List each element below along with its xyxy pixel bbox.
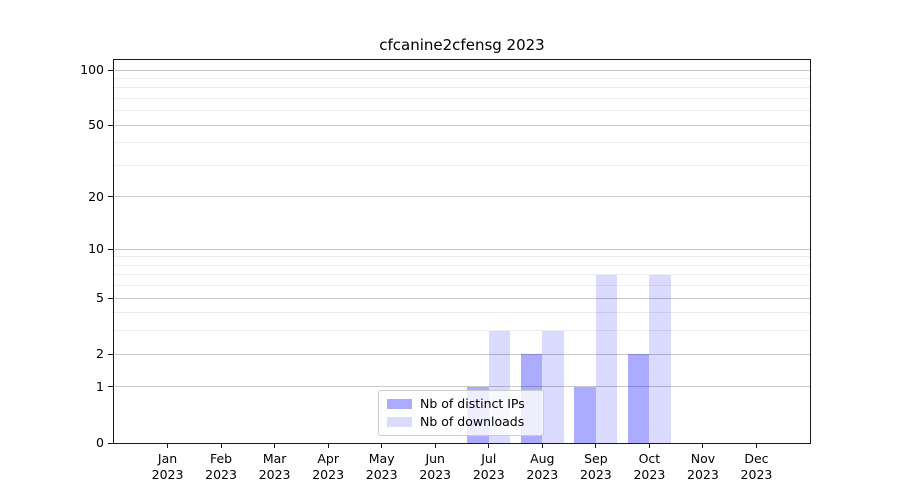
x-tick-may bbox=[381, 443, 383, 448]
chart-title: cfcanine2cfensg 2023 bbox=[379, 36, 545, 54]
gridline-minor-7 bbox=[114, 274, 810, 276]
x-tick-month: Nov bbox=[690, 451, 716, 466]
y-tick-label-10: 10 bbox=[88, 241, 104, 257]
x-tick-sep bbox=[595, 443, 597, 448]
x-tick-year: 2023 bbox=[312, 466, 345, 482]
x-tick-aug bbox=[541, 443, 543, 448]
x-tick-month: Jun bbox=[425, 451, 445, 466]
y-tick-2 bbox=[108, 353, 113, 355]
x-tick-month: Dec bbox=[744, 451, 769, 466]
y-tick-label-20: 20 bbox=[88, 188, 104, 204]
x-tick-month: Jul bbox=[481, 451, 497, 466]
legend-swatch-distinct-ips-icon bbox=[387, 399, 412, 409]
gridline-minor-30 bbox=[114, 164, 810, 166]
y-tick-label-100: 100 bbox=[80, 62, 104, 77]
y-tick-1 bbox=[108, 386, 113, 388]
x-tick-year: 2023 bbox=[740, 466, 773, 482]
gridline-minor-3 bbox=[114, 330, 810, 332]
x-tick-apr bbox=[327, 443, 329, 448]
plot-area: Nb of distinct IPs Nb of downloads bbox=[113, 59, 811, 444]
bar-downloads-aug bbox=[542, 330, 564, 443]
gridline-major-5 bbox=[114, 297, 810, 299]
legend-item-downloads: Nb of downloads bbox=[387, 415, 535, 429]
x-tick-nov bbox=[702, 443, 704, 448]
x-tick-year: 2023 bbox=[258, 466, 291, 482]
legend-item-distinct-ips: Nb of distinct IPs bbox=[387, 397, 535, 411]
x-tick-month: Feb bbox=[209, 451, 233, 466]
bar-distinct-ips-oct bbox=[627, 354, 650, 443]
y-tick-10 bbox=[108, 248, 113, 250]
x-tick-jan bbox=[167, 443, 169, 448]
x-tick-year: 2023 bbox=[472, 466, 505, 482]
x-tick-year: 2023 bbox=[205, 466, 237, 482]
x-tick-year: 2023 bbox=[526, 466, 559, 482]
legend-swatch-downloads-icon bbox=[387, 417, 412, 427]
y-tick-0 bbox=[108, 442, 113, 444]
x-tick-label-sep: Sep 2023 bbox=[564, 451, 628, 482]
x-tick-label-may: May 2023 bbox=[350, 451, 414, 482]
x-tick-label-jul: Jul 2023 bbox=[457, 451, 521, 482]
x-tick-year: 2023 bbox=[633, 466, 666, 482]
y-tick-label-2: 2 bbox=[96, 346, 104, 362]
x-tick-year: 2023 bbox=[365, 466, 398, 482]
gridline-major-2 bbox=[114, 353, 810, 355]
gridline-major-20 bbox=[114, 196, 810, 198]
x-tick-month: Mar bbox=[262, 451, 287, 466]
x-tick-feb bbox=[220, 443, 222, 448]
x-tick-label-feb: Feb 2023 bbox=[189, 451, 253, 482]
gridline-major-50 bbox=[114, 124, 810, 126]
gridline-minor-60 bbox=[114, 110, 810, 112]
y-tick-20 bbox=[108, 196, 113, 198]
gridline-minor-90 bbox=[114, 77, 810, 79]
x-tick-month: Oct bbox=[638, 451, 661, 466]
x-tick-year: 2023 bbox=[419, 466, 452, 482]
y-tick-50 bbox=[108, 124, 113, 126]
y-tick-label-5: 5 bbox=[96, 290, 104, 306]
x-tick-label-jan: Jan 2023 bbox=[136, 451, 200, 482]
gridline-minor-80 bbox=[114, 87, 810, 89]
x-tick-month: Aug bbox=[530, 451, 555, 466]
gridline-minor-6 bbox=[114, 285, 810, 287]
gridline-major-10 bbox=[114, 248, 810, 250]
gridline-major-1 bbox=[114, 386, 810, 388]
legend: Nb of distinct IPs Nb of downloads bbox=[378, 390, 544, 436]
y-tick-5 bbox=[108, 297, 113, 299]
legend-label-distinct-ips: Nb of distinct IPs bbox=[420, 396, 525, 411]
gridline-minor-9 bbox=[114, 256, 810, 258]
gridline-major-100 bbox=[114, 69, 810, 71]
y-tick-100 bbox=[108, 69, 113, 71]
x-tick-label-dec: Dec 2023 bbox=[724, 451, 788, 482]
bar-downloads-sep bbox=[595, 274, 618, 443]
x-tick-label-aug: Aug 2023 bbox=[510, 451, 574, 482]
x-tick-year: 2023 bbox=[687, 466, 719, 482]
x-tick-month: Apr bbox=[317, 451, 339, 466]
bar-downloads-oct bbox=[649, 274, 671, 443]
bar-distinct-ips-sep bbox=[574, 386, 596, 443]
gridline-minor-40 bbox=[114, 142, 810, 144]
gridline-minor-4 bbox=[114, 312, 810, 314]
x-tick-label-oct: Oct 2023 bbox=[617, 451, 681, 482]
x-tick-oct bbox=[648, 443, 650, 448]
x-tick-label-mar: Mar 2023 bbox=[243, 451, 307, 482]
x-tick-year: 2023 bbox=[579, 466, 612, 482]
y-tick-label-50: 50 bbox=[88, 117, 104, 133]
x-tick-year: 2023 bbox=[151, 466, 184, 482]
x-tick-label-apr: Apr 2023 bbox=[296, 451, 360, 482]
gridline-minor-8 bbox=[114, 264, 810, 266]
x-tick-month: Sep bbox=[584, 451, 608, 466]
x-tick-jun bbox=[434, 443, 436, 448]
x-tick-mar bbox=[274, 443, 276, 448]
x-tick-label-nov: Nov 2023 bbox=[671, 451, 735, 482]
y-tick-label-0: 0 bbox=[96, 435, 104, 450]
x-tick-month: Jan bbox=[157, 451, 178, 466]
x-tick-dec bbox=[755, 443, 757, 448]
x-tick-label-jun: Jun 2023 bbox=[403, 451, 467, 482]
legend-label-downloads: Nb of downloads bbox=[420, 414, 525, 429]
x-tick-month: May bbox=[368, 451, 395, 466]
gridline-minor-70 bbox=[114, 97, 810, 99]
y-tick-label-1: 1 bbox=[96, 378, 104, 394]
x-tick-jul bbox=[488, 443, 490, 448]
